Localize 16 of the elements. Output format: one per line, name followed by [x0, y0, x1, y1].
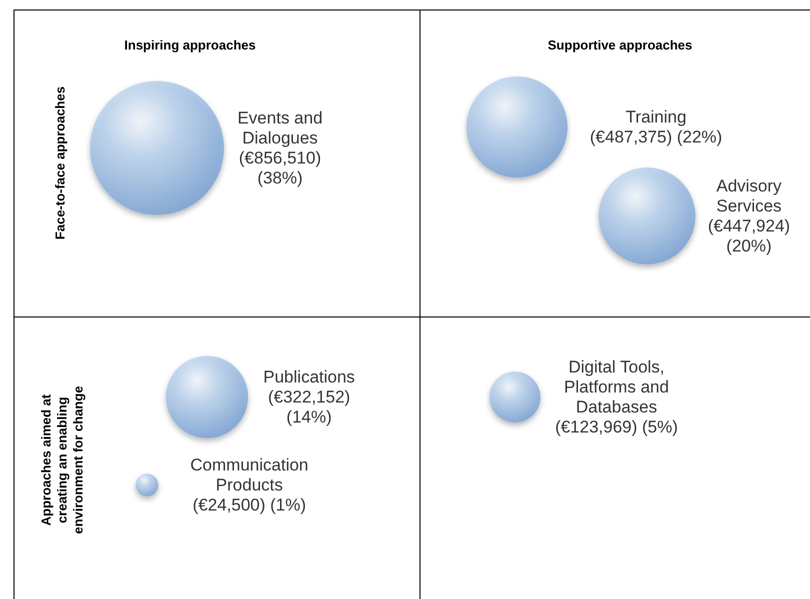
text: Approaches aimed at creating an enabling environment for change	[38, 386, 86, 534]
category-label: Publications	[263, 368, 355, 386]
data-label: (€322,152) (14%)	[268, 388, 350, 426]
data-label: (€24,500) (1%)	[192, 496, 306, 514]
data-label: (€447,924) (20%)	[708, 216, 790, 256]
text: Inspiring approaches	[124, 38, 256, 52]
text: Supportive approaches	[548, 38, 692, 52]
data-label: (€856,510) (38%)	[238, 148, 322, 188]
data-label: (€487,375) (22%)	[590, 128, 722, 146]
category-label: Communication Products	[190, 456, 308, 494]
category-label: Training	[626, 108, 686, 126]
category-label: Digital Tools, Platforms and Databases	[564, 358, 669, 416]
data-label: (€123,969) (5%)	[555, 418, 678, 436]
category-label: Events and Dialogues	[237, 108, 323, 148]
text: Face-to-face approaches	[52, 86, 68, 240]
category-label: Advisory Services	[716, 176, 782, 216]
